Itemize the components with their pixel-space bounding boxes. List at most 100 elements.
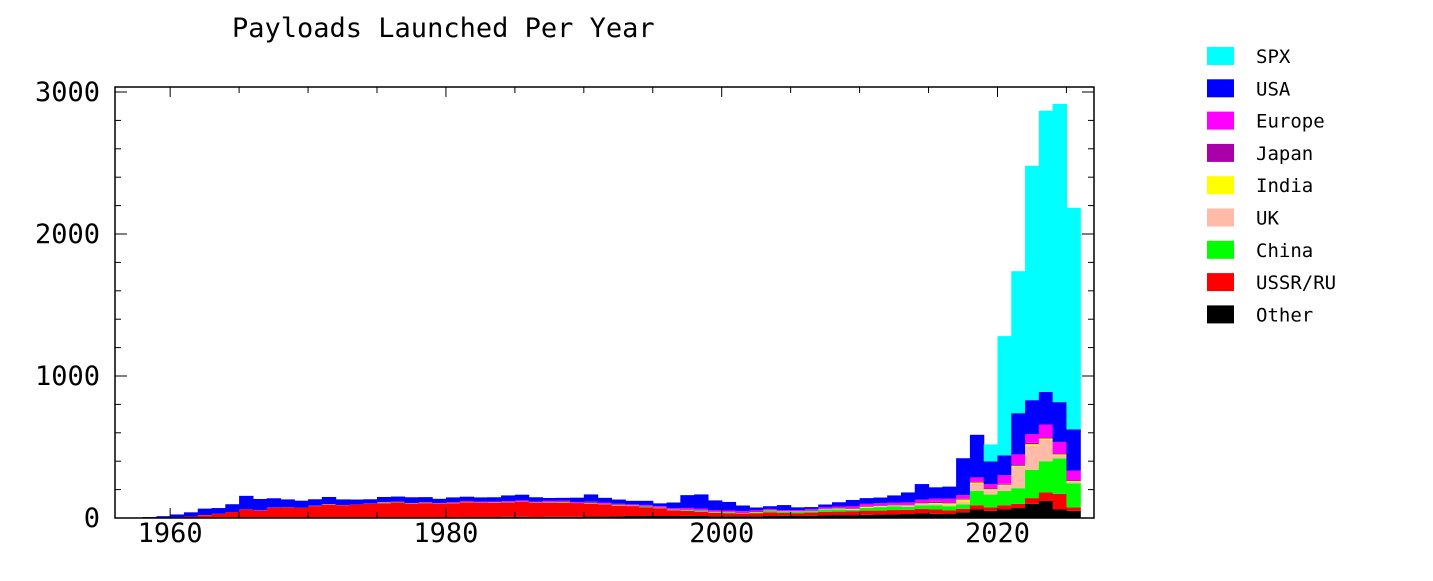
bar-segment-ussr-ru-1990 xyxy=(584,504,598,517)
bar-segment-ussr-ru-1970 xyxy=(308,506,322,517)
legend-swatch-uk xyxy=(1207,209,1234,227)
legend-swatch-china xyxy=(1207,241,1234,259)
bar-segment-europe-1994 xyxy=(639,505,653,506)
bar-segment-china-2018 xyxy=(970,491,984,505)
bar-segment-europe-1981 xyxy=(460,501,474,502)
bar-segment-ussr-ru-1993 xyxy=(625,506,639,516)
bar-segment-uk-2019 xyxy=(984,490,998,494)
bar-segment-china-2004 xyxy=(777,512,791,513)
bar-segment-china-1997 xyxy=(680,510,694,511)
bar-segment-china-2023 xyxy=(1039,461,1053,492)
bar-segment-japan-1987 xyxy=(542,502,556,503)
bar-segment-ussr-ru-2001 xyxy=(735,513,749,516)
bar-segment-usa-1961 xyxy=(184,512,198,516)
bar-segment-usa-2024 xyxy=(1053,402,1067,442)
bar-segment-china-2006 xyxy=(804,511,818,512)
bar-segment-uk-2016 xyxy=(942,505,956,506)
bar-segment-japan-2015 xyxy=(929,502,943,503)
bar-segment-india-2018 xyxy=(970,483,984,484)
bar-segment-india-2010 xyxy=(860,507,874,508)
bar-segment-other-2018 xyxy=(970,509,984,518)
bar-segment-europe-1992 xyxy=(611,504,625,505)
bar-segment-china-2015 xyxy=(929,505,943,509)
bar-segment-japan-2019 xyxy=(984,488,998,489)
bar-segment-usa-1972 xyxy=(336,499,350,505)
bar-segment-usa-2002 xyxy=(749,507,763,510)
bar-segment-europe-2016 xyxy=(942,499,956,503)
bar-segment-usa-1985 xyxy=(515,495,529,501)
legend-swatch-usa xyxy=(1207,79,1234,97)
bar-segment-usa-1974 xyxy=(363,499,377,503)
bar-segment-usa-2008 xyxy=(832,502,846,506)
bar-segment-ussr-ru-1980 xyxy=(446,503,460,517)
bar-segment-usa-1980 xyxy=(446,497,460,502)
bar-segment-ussr-ru-1994 xyxy=(639,507,653,516)
bar-segment-europe-1995 xyxy=(653,506,667,507)
bar-segment-uk-2012 xyxy=(887,506,901,507)
bar-segment-uk-2022 xyxy=(1025,446,1039,470)
bar-segment-europe-2010 xyxy=(860,504,874,506)
bar-segment-japan-2012 xyxy=(887,505,901,506)
bar-segment-japan-2021 xyxy=(1011,464,1025,465)
bar-segment-europe-1978 xyxy=(418,502,432,503)
bar-segment-china-1998 xyxy=(694,511,708,512)
bar-segment-europe-1998 xyxy=(694,509,708,511)
bar-segment-usa-2001 xyxy=(735,506,749,512)
bar-segment-usa-2005 xyxy=(791,507,805,510)
bar-segment-ussr-ru-1981 xyxy=(460,502,474,517)
bar-segment-ussr-ru-1967 xyxy=(267,508,281,518)
bar-segment-europe-2003 xyxy=(763,509,777,510)
bar-segment-other-2020 xyxy=(997,509,1011,518)
bar-segment-usa-1976 xyxy=(391,497,405,502)
bar-segment-usa-1973 xyxy=(349,500,363,505)
bar-segment-china-2016 xyxy=(942,506,956,510)
bar-segment-china-2017 xyxy=(956,505,970,509)
bar-segment-india-2022 xyxy=(1025,444,1039,445)
plot-frame xyxy=(115,87,1094,518)
bar-segment-europe-2006 xyxy=(804,509,818,510)
bar-segment-europe-1999 xyxy=(708,510,722,511)
bar-segment-usa-2022 xyxy=(1025,400,1039,434)
y-tick-label-0: 0 xyxy=(84,503,100,534)
bar-segment-usa-1984 xyxy=(501,495,515,501)
bar-segment-usa-1997 xyxy=(680,495,694,508)
bar-segment-ussr-ru-1964 xyxy=(225,512,239,518)
bar-segment-usa-1963 xyxy=(212,508,226,514)
bar-segment-uk-2025 xyxy=(1066,482,1080,483)
legend: SPXUSAEuropeJapanIndiaUKChinaUSSR/RUOthe… xyxy=(1207,46,1336,326)
bar-segment-europe-1988 xyxy=(556,501,570,502)
bar-segment-uk-2020 xyxy=(997,485,1011,491)
bar-segment-ussr-ru-1999 xyxy=(708,513,722,517)
bar-segment-ussr-ru-2017 xyxy=(956,509,970,513)
bar-segment-europe-1982 xyxy=(474,502,488,503)
legend-swatch-japan xyxy=(1207,144,1234,162)
bar-segment-uk-2023 xyxy=(1039,440,1053,461)
bar-segment-japan-2018 xyxy=(970,482,984,483)
bar-segment-ussr-ru-2019 xyxy=(984,507,998,511)
legend-swatch-ussr-ru xyxy=(1207,273,1234,291)
bar-segment-ussr-ru-1974 xyxy=(363,504,377,517)
bar-segment-usa-1967 xyxy=(267,498,281,507)
bar-segment-europe-2014 xyxy=(915,500,929,503)
bar-segment-china-2019 xyxy=(984,495,998,508)
bar-segment-ussr-ru-2012 xyxy=(887,510,901,514)
bar-segment-china-1990 xyxy=(584,503,598,504)
y-tick-label-1000: 1000 xyxy=(35,361,100,392)
bar-segment-japan-1997 xyxy=(680,509,694,510)
bar-segment-china-2025 xyxy=(1066,483,1080,507)
bar-segment-china-2020 xyxy=(997,491,1011,505)
bar-segment-ussr-ru-2013 xyxy=(901,510,915,514)
bar-segment-usa-1962 xyxy=(198,509,212,515)
bar-segment-china-2024 xyxy=(1053,458,1067,494)
bar-segment-europe-1991 xyxy=(598,503,612,504)
bar-segment-usa-2009 xyxy=(846,500,860,506)
bar-segment-ussr-ru-2021 xyxy=(1011,504,1025,508)
bar-segment-ussr-ru-1983 xyxy=(487,503,501,517)
bar-segment-europe-1989 xyxy=(570,502,584,503)
bar-segment-usa-1979 xyxy=(432,499,446,503)
bar-segment-india-2023 xyxy=(1039,438,1053,439)
bar-segment-uk-2015 xyxy=(929,504,943,505)
bar-segment-europe-2025 xyxy=(1066,471,1080,481)
bar-segment-uk-2017 xyxy=(956,502,970,505)
bar-segment-japan-2024 xyxy=(1053,453,1067,454)
